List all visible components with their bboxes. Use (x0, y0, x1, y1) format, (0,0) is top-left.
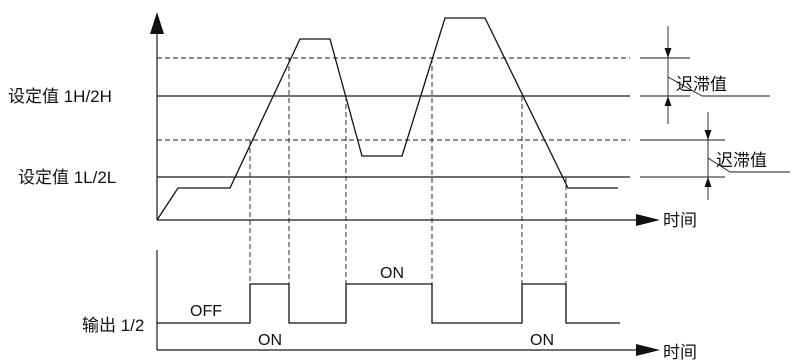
hysteresis-upper-arrow-down-icon (664, 48, 672, 58)
state-on-label-3: ON (530, 332, 554, 349)
value-axis-arrow-icon (150, 12, 164, 34)
setpoint-high-label: 设定值 1H/2H (8, 87, 112, 106)
process-value-curve (156, 17, 618, 221)
setpoint-low-label: 设定值 1L/2L (18, 168, 116, 187)
time-axis-upper-label: 时间 (663, 211, 697, 230)
hysteresis-lower-arrow-down-icon (704, 130, 712, 140)
output-label: 输出 1/2 (82, 316, 144, 335)
output-waveform (157, 283, 620, 324)
hysteresis-lower-label: 迟滞值 (716, 151, 767, 170)
state-off-label: OFF (190, 303, 222, 320)
time-axis-lower-label: 时间 (663, 343, 697, 361)
state-on-label-2: ON (380, 265, 404, 282)
time-axis-upper-arrow-icon (636, 214, 660, 226)
hysteresis-upper-leader (667, 76, 703, 97)
hysteresis-lower-leader (707, 157, 731, 173)
hysteresis-upper-arrow-up-icon (664, 96, 672, 106)
time-axis-lower-arrow-icon (636, 344, 660, 356)
hysteresis-upper-label: 迟滞值 (676, 75, 727, 94)
state-on-label-1: ON (258, 332, 282, 349)
hysteresis-lower-arrow-up-icon (704, 177, 712, 187)
